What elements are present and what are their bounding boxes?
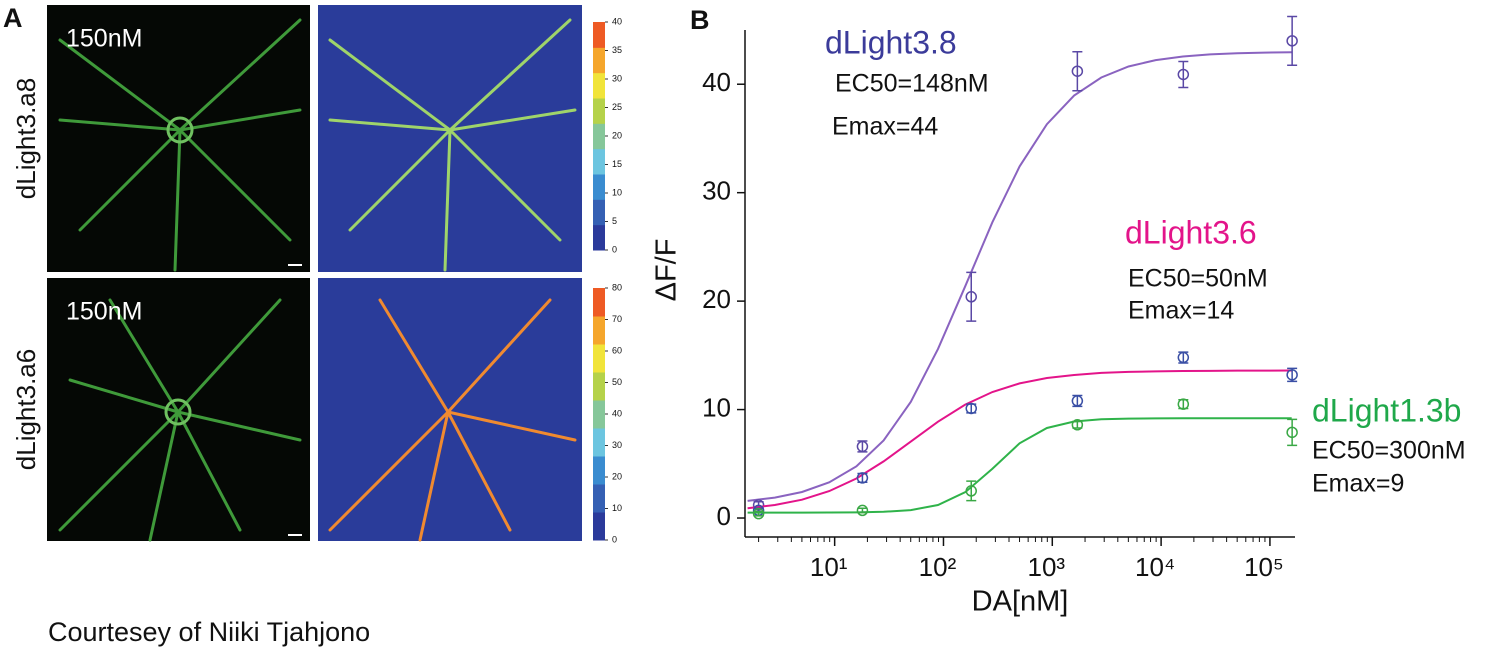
fit-curve bbox=[747, 369, 1292, 510]
y-tick-label: 40 bbox=[702, 67, 731, 97]
colorbar-segment bbox=[593, 224, 605, 251]
data-point bbox=[856, 504, 869, 517]
colorbar-segment bbox=[593, 47, 605, 74]
row-label: dLight3.a8 bbox=[11, 78, 41, 199]
y-tick-label: 20 bbox=[702, 284, 731, 314]
data-point bbox=[1071, 395, 1084, 407]
colorbar-segment bbox=[593, 512, 605, 541]
data-point bbox=[1177, 398, 1190, 410]
colorbar-tick-label: 20 bbox=[612, 130, 622, 140]
data-point bbox=[965, 291, 978, 303]
data-point bbox=[965, 485, 978, 497]
x-axis-label: DA[nM] bbox=[972, 586, 1069, 618]
data-point bbox=[1286, 35, 1298, 47]
error-bar bbox=[966, 271, 977, 322]
data-point bbox=[1286, 426, 1298, 439]
colorbar-segment bbox=[593, 372, 605, 401]
error-bar bbox=[1072, 50, 1083, 92]
series-label: dLight3.6 bbox=[1125, 214, 1257, 250]
error-bar bbox=[753, 510, 764, 517]
colorbar-segment bbox=[593, 316, 605, 345]
colorbar-tick-label: 60 bbox=[612, 345, 622, 355]
colorbar-tick-label: 50 bbox=[612, 377, 622, 387]
colorbar-segment bbox=[593, 344, 605, 373]
colorbar-tick-label: 0 bbox=[612, 244, 617, 254]
colorbar-tick-label: 25 bbox=[612, 102, 622, 112]
image-label: 150nM bbox=[66, 298, 142, 326]
data-point bbox=[1071, 65, 1084, 77]
neuron-sketch bbox=[58, 18, 577, 542]
colorbar-segment bbox=[593, 123, 605, 150]
colorbar-tick-label: 30 bbox=[612, 440, 622, 450]
y-tick-label: 0 bbox=[717, 501, 731, 531]
error-bar bbox=[1178, 60, 1189, 89]
series-annotation: Emax=9 bbox=[1312, 470, 1404, 498]
error-bar bbox=[857, 507, 868, 514]
x-tick-label: 10³ bbox=[1028, 552, 1066, 582]
series-annotation: EC50=148nM bbox=[835, 70, 989, 98]
data-point bbox=[856, 440, 869, 453]
colorbar-tick-label: 5 bbox=[612, 216, 617, 226]
colorbar-segment bbox=[593, 428, 605, 457]
colorbar-segment bbox=[593, 98, 605, 124]
data-point bbox=[965, 402, 978, 415]
colorbar-segment bbox=[593, 174, 605, 200]
colorbar-segment bbox=[593, 22, 605, 48]
colorbar-tick-label: 70 bbox=[612, 314, 622, 324]
colorbar-segment bbox=[593, 456, 605, 485]
data-point bbox=[1177, 68, 1190, 81]
colorbar-segment bbox=[593, 148, 605, 175]
data-point bbox=[1286, 369, 1298, 381]
x-tick-label: 10² bbox=[919, 552, 957, 582]
colorbar-tick-label: 20 bbox=[612, 471, 622, 481]
series-annotation: Emax=14 bbox=[1128, 297, 1234, 325]
colorbar-tick-label: 0 bbox=[612, 534, 617, 544]
error-bar bbox=[966, 480, 977, 502]
series-annotation: EC50=300nM bbox=[1312, 437, 1466, 465]
colorbar-tick-label: 40 bbox=[612, 16, 622, 26]
colorbar-segment bbox=[593, 72, 605, 99]
fit-curve bbox=[747, 51, 1292, 502]
y-axis-label: ΔF/F bbox=[651, 239, 683, 302]
x-tick-label: 10¹ bbox=[810, 552, 848, 582]
caption: Courtesey of Niiki Tjahjono bbox=[48, 617, 370, 647]
colorbar-segment bbox=[593, 400, 605, 429]
panel-label: B bbox=[690, 5, 710, 35]
error-bar bbox=[1287, 418, 1298, 447]
colorbar-tick-label: 10 bbox=[612, 187, 622, 197]
colorbar-segment bbox=[593, 484, 605, 513]
colorbar-tick-label: 30 bbox=[612, 73, 622, 83]
colorbar-tick-label: 10 bbox=[612, 503, 622, 513]
data-point bbox=[856, 472, 869, 484]
series-label: dLight3.8 bbox=[825, 24, 957, 60]
data-point bbox=[1071, 419, 1084, 431]
error-bar bbox=[1287, 15, 1298, 66]
x-tick-label: 10⁵ bbox=[1244, 552, 1284, 582]
data-point bbox=[1177, 351, 1190, 364]
colorbar-tick-label: 15 bbox=[612, 159, 622, 169]
data-point bbox=[752, 507, 765, 520]
x-tick-label: 10⁴ bbox=[1135, 552, 1175, 582]
colorbar-tick-label: 40 bbox=[612, 408, 622, 418]
colorbar-tick-label: 80 bbox=[612, 282, 622, 292]
row-label: dLight3.a6 bbox=[11, 349, 41, 470]
image-label: 150nM bbox=[66, 25, 142, 53]
series-annotation: EC50=50nM bbox=[1128, 265, 1268, 293]
colorbar-segment bbox=[593, 199, 605, 226]
panel-label: A bbox=[3, 3, 23, 33]
colorbar-segment bbox=[593, 288, 605, 317]
y-tick-label: 30 bbox=[702, 176, 731, 206]
fit-curve bbox=[747, 417, 1292, 514]
series-annotation: Emax=44 bbox=[832, 113, 938, 141]
series-label: dLight1.3b bbox=[1312, 392, 1461, 428]
colorbar-tick-label: 35 bbox=[612, 45, 622, 55]
y-tick-label: 10 bbox=[702, 392, 731, 422]
